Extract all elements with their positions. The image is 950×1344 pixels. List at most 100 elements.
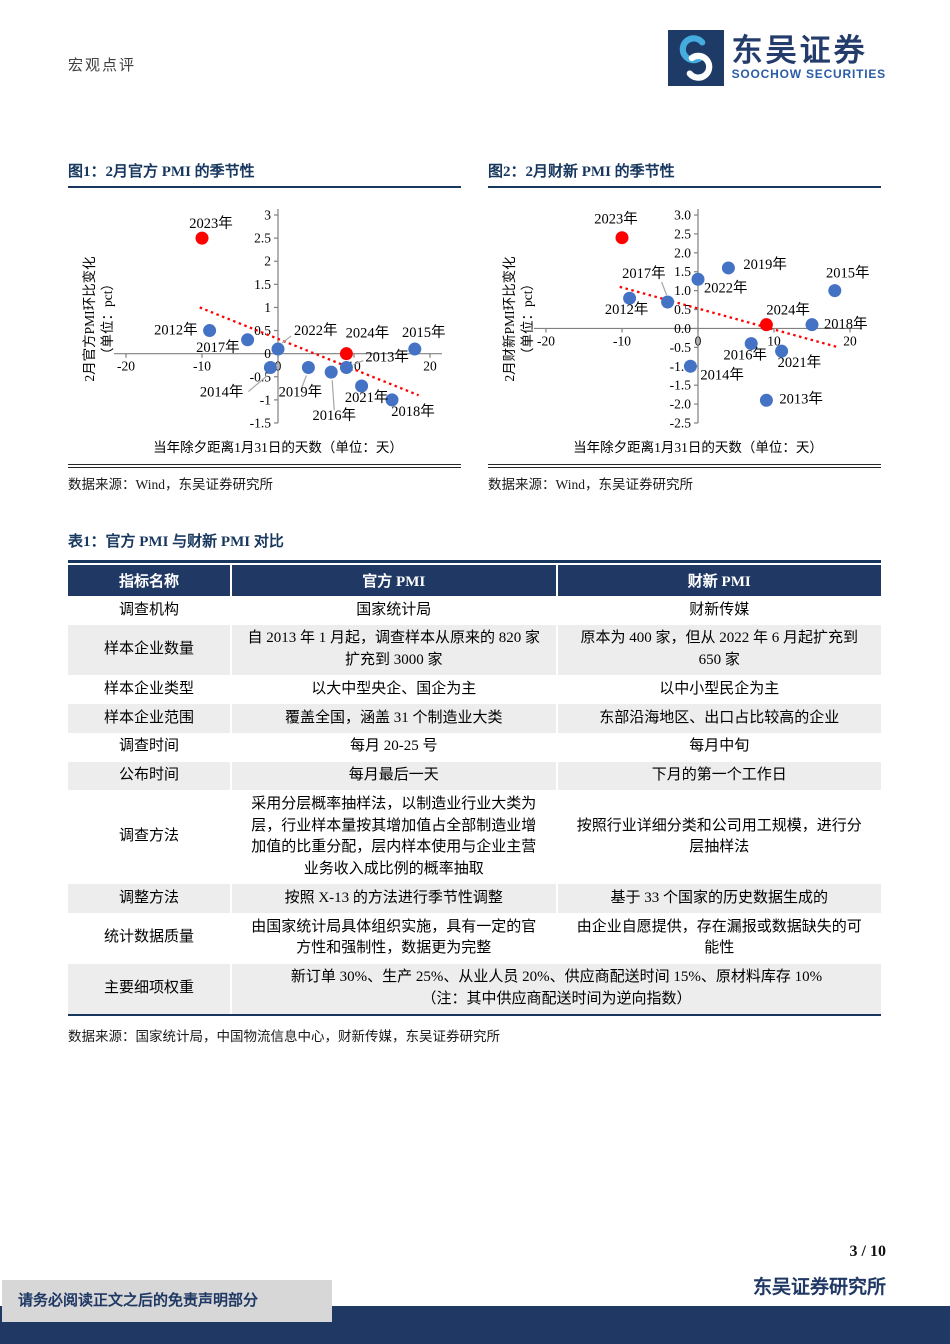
svg-text:3.0: 3.0 — [674, 208, 691, 223]
table-header-official: 官方 PMI — [230, 565, 556, 596]
svg-text:20: 20 — [843, 333, 857, 348]
table-row: 调查时间 每月 20-25 号每月中旬 — [68, 732, 882, 762]
svg-text:2012年: 2012年 — [154, 322, 198, 339]
caixin-pmi-cell: 每月中旬 — [555, 732, 882, 762]
svg-text:2013年: 2013年 — [365, 349, 409, 366]
report-category: 宏观点评 — [68, 58, 137, 74]
svg-text:1.5: 1.5 — [254, 277, 271, 292]
table-header-caixin: 财新 PMI — [555, 565, 881, 596]
svg-text:-1.5: -1.5 — [670, 378, 692, 393]
footer-institute: 东吴证券研究所 — [752, 1277, 886, 1298]
disclaimer-box: 请务必阅读正文之后的免责声明部分 — [2, 1280, 332, 1322]
table-row: 调整方法 按照 X-13 的方法进行季节性调整 基于 33 个国家的历史数据生成的 — [68, 884, 881, 913]
svg-text:2022年: 2022年 — [294, 322, 338, 339]
svg-text:10: 10 — [767, 333, 781, 348]
svg-text:2023年: 2023年 — [189, 215, 233, 232]
indicator-cell: 调查机构 — [118, 601, 179, 618]
svg-text:当年除夕距离1月31日的天数（单位：天）: 当年除夕距离1月31日的天数（单位：天） — [153, 439, 403, 455]
svg-text:0: 0 — [264, 346, 271, 361]
page-number: 3 / 10 — [849, 1243, 886, 1260]
indicator-cell: 样本企业类型 — [103, 680, 194, 697]
svg-text:2024年: 2024年 — [346, 325, 390, 342]
svg-text:-1: -1 — [260, 392, 271, 407]
svg-text:2015年: 2015年 — [826, 265, 870, 282]
figure2-divider — [488, 464, 881, 468]
svg-text:-0.5: -0.5 — [250, 369, 272, 384]
table-source: 数据来源：国家统计局，中国物流信息中心，财新传媒，东吴证券研究所 — [68, 1029, 500, 1044]
svg-text:2017年: 2017年 — [196, 339, 240, 356]
svg-text:2.5: 2.5 — [674, 226, 691, 241]
svg-text:2014年: 2014年 — [700, 366, 744, 383]
official-pmi-cell: 由国家统计局具体组织实施，具有一定的官方性和强制性，数据更为完整 — [230, 913, 556, 964]
svg-text:2021年: 2021年 — [345, 389, 389, 406]
official-pmi-cell: 按照 X-13 的方法进行季节性调整 — [230, 884, 556, 913]
comparison-table-wrap: 指标名称 官方 PMI 财新 PMI 调查机构 国家统计局 财新传媒 样本企业数量自 … — [68, 560, 881, 1016]
official-pmi-cell: 以大中型央企、国企为主 — [230, 675, 556, 704]
caixin-pmi-cell: 下月的第一个工作日 — [555, 761, 881, 791]
indicator-cell: 样本企业数量 — [68, 624, 230, 676]
caixin-pmi-cell: 基于 33 个国家的历史数据生成的 — [555, 884, 881, 913]
svg-text:0.0: 0.0 — [674, 321, 691, 336]
figure1-title: 图1：2月官方 PMI 的季节性 — [68, 160, 461, 188]
official-pmi-cell: 自 2013 年 1 月起，调查样本从原来的 820 家扩充到 3000 家 — [230, 624, 556, 676]
table-row: 统计数据质量 由国家统计局具体组织实施，具有一定的官方性和强制性，数据更为完整 由企… — [68, 913, 881, 964]
svg-text:2015年: 2015年 — [402, 324, 446, 341]
figure1-divider — [68, 464, 461, 468]
svg-text:2.5: 2.5 — [254, 231, 271, 246]
svg-text:2017年: 2017年 — [622, 265, 666, 282]
svg-text:2024年: 2024年 — [766, 302, 810, 319]
svg-text:-10: -10 — [613, 333, 631, 348]
figures-row: 图1：2月官方 PMI 的季节性 3 2.5 2 1.5 1 0.5 0 -0.5 -1 -1.5… — [68, 160, 881, 493]
official-pmi-seasonality-chart: 32.521.510.50-0.5-1-1.5-20 -10 0 10 202023年2… — [82, 208, 446, 456]
caixin-pmi-cell: 按照行业详细分类和公司用工规模，进行分层抽样法 — [555, 790, 882, 885]
table-row: 调查方法 采用分层概率抽样法，以制造业行业大类为层，行业样本量按其增加值占全部制造… — [68, 790, 882, 885]
official-pmi-cell: 覆盖全国，涵盖 31 个制造业大类 — [230, 704, 556, 733]
svg-text:20: 20 — [423, 359, 437, 374]
svg-text:2018年: 2018年 — [391, 403, 435, 420]
indicator-cell: 调查时间 — [118, 738, 179, 755]
svg-text:-2.0: -2.0 — [670, 397, 692, 412]
table-row: 样本企业范围 覆盖全国，涵盖 31 个制造业大类 东部沿海地区、出口占比较高的企业 — [68, 704, 881, 733]
table-header-indicator: 指标名称 — [68, 565, 230, 596]
brand-text: 东吴证券 SOOCHOW SECURITIES — [731, 32, 886, 81]
svg-text:2月官方PMI环比变化: 2月官方PMI环比变化 — [82, 256, 97, 381]
caixin-pmi-cell: 原本为 400 家，但从 2022 年 6 月起扩充到 650 家 — [555, 624, 881, 676]
caixin-pmi-cell: 以中小型民企为主 — [555, 675, 882, 704]
figure-caixin-pmi: 图2：2月财新 PMI 的季节性 3.0 2.5 2.0 1.5 1.0 0.5 0.0 -0… — [488, 160, 881, 493]
comparison-table-section: 表1：官方 PMI 与财新 PMI 对比 指标名称 官方 PMI 财新 PMI … — [68, 530, 881, 1045]
svg-text:2.0: 2.0 — [674, 245, 691, 260]
table-row: 主要细项权重 新订单 30%、生产 25%、从业人员 20%、供应商配送时间 15… — [68, 963, 881, 1014]
svg-text:1.5: 1.5 — [674, 264, 691, 279]
svg-text:-0.5: -0.5 — [670, 340, 692, 355]
svg-text:2019年: 2019年 — [743, 256, 787, 273]
svg-text:当年除夕距离1月31日的天数（单位：天）: 当年除夕距离1月31日的天数（单位：天） — [573, 439, 823, 455]
svg-text:2016年: 2016年 — [723, 347, 767, 364]
svg-text:（单位：pct）: （单位：pct） — [520, 277, 535, 361]
svg-text:（单位：pct）: （单位：pct） — [100, 277, 115, 361]
indicator-cell: 调整方法 — [68, 884, 230, 913]
official-pmi-cell: 采用分层概率抽样法，以制造业行业大类为层，行业样本量按其增加值占全部制造业增加值… — [230, 790, 556, 885]
weights-cell: 新订单 30%、生产 25%、从业人员 20%、供应商配送时间 15%、原材料库… — [230, 963, 881, 1014]
table-row: 公布时间 每月最后一天 下月的第一个工作日 — [68, 761, 881, 791]
indicator-cell: 统计数据质量 — [103, 929, 194, 946]
svg-text:2013年: 2013年 — [779, 390, 823, 407]
figure-official-pmi: 图1：2月官方 PMI 的季节性 3 2.5 2 1.5 1 0.5 0 -0.5 -1 -1.5… — [68, 160, 461, 493]
svg-text:2019年: 2019年 — [279, 384, 323, 401]
official-pmi-cell: 每月 20-25 号 — [230, 732, 556, 762]
svg-text:2: 2 — [264, 254, 271, 269]
brand-logo: 东吴证券 SOOCHOW SECURITIES — [667, 30, 886, 86]
indicator-cell: 公布时间 — [68, 761, 230, 791]
svg-text:2021年: 2021年 — [778, 354, 822, 371]
figure2-title: 图2：2月财新 PMI 的季节性 — [488, 160, 881, 188]
comparison-table: 指标名称 官方 PMI 财新 PMI 调查机构 国家统计局 财新传媒 样本企业数量自 … — [68, 565, 881, 1014]
svg-text:0: 0 — [695, 333, 702, 348]
svg-text:-20: -20 — [117, 359, 135, 374]
figure1-source: 数据来源：Wind，东吴证券研究所 — [68, 477, 273, 492]
indicator-cell: 样本企业范围 — [68, 704, 230, 733]
brand-name-cn: 东吴证券 — [731, 32, 868, 68]
svg-text:0: 0 — [275, 359, 282, 374]
table-header-row: 指标名称 官方 PMI 财新 PMI — [68, 565, 881, 596]
comparison-table-body: 调查机构 国家统计局 财新传媒 样本企业数量自 2013 年 1 月起，调查样本从原来… — [68, 596, 881, 1014]
official-pmi-cell: 每月最后一天 — [230, 761, 556, 791]
